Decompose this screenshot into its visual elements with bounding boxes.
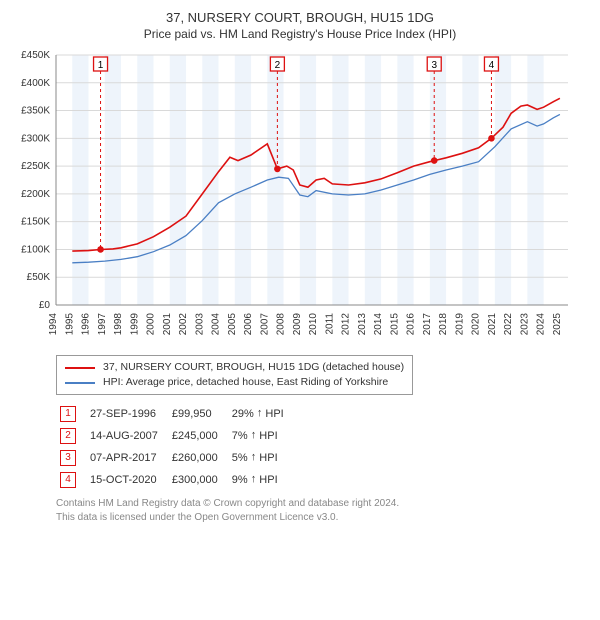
x-tick-label: 2021: [487, 313, 498, 336]
legend-item-hpi: HPI: Average price, detached house, East…: [65, 375, 404, 390]
year-band: [332, 55, 348, 305]
year-band: [300, 55, 316, 305]
year-band: [72, 55, 88, 305]
x-tick-label: 2005: [227, 313, 238, 336]
x-tick-label: 1996: [81, 313, 92, 336]
year-band: [495, 55, 511, 305]
sale-marker-number: 2: [275, 60, 281, 71]
table-row: 3 07-APR-2017£260,0005% ↑ HPI: [56, 447, 294, 469]
x-tick-label: 2025: [552, 313, 563, 336]
x-tick-label: 1994: [48, 313, 59, 336]
sale-delta: 5% ↑ HPI: [228, 447, 294, 469]
legend-label: HPI: Average price, detached house, East…: [103, 375, 388, 390]
sale-marker-number: 1: [98, 60, 104, 71]
year-band: [527, 55, 543, 305]
y-tick-label: £100K: [21, 244, 50, 255]
table-row: 1 27-SEP-1996£99,95029% ↑ HPI: [56, 403, 294, 425]
table-row: 2 14-AUG-2007£245,0007% ↑ HPI: [56, 425, 294, 447]
y-tick-label: £450K: [21, 50, 50, 61]
footer-line: Contains HM Land Registry data © Crown c…: [56, 497, 592, 511]
legend-label: 37, NURSERY COURT, BROUGH, HU15 1DG (det…: [103, 360, 404, 375]
legend: 37, NURSERY COURT, BROUGH, HU15 1DG (det…: [56, 355, 413, 395]
x-tick-label: 2000: [146, 313, 157, 336]
sale-marker-dot: [431, 157, 438, 164]
x-tick-label: 2009: [292, 313, 303, 336]
x-tick-label: 1998: [113, 313, 124, 336]
year-band: [137, 55, 153, 305]
year-band: [430, 55, 446, 305]
y-tick-label: £150K: [21, 217, 50, 228]
price-chart: £0 £50K £100K £150K £200K £250K £300K £350K £400…: [8, 49, 592, 349]
sale-date: 15-OCT-2020: [86, 469, 168, 491]
y-tick-label: £250K: [21, 161, 50, 172]
year-band: [235, 55, 251, 305]
x-tick-label: 2020: [471, 313, 482, 336]
sale-date: 14-AUG-2007: [86, 425, 168, 447]
x-tick-label: 2018: [438, 313, 449, 336]
x-tick-label: 2015: [389, 313, 400, 336]
sale-marker-dot: [488, 135, 495, 142]
x-tick-label: 2017: [422, 313, 433, 336]
x-tick-label: 2001: [162, 313, 173, 336]
legend-item-property: 37, NURSERY COURT, BROUGH, HU15 1DG (det…: [65, 360, 404, 375]
footer-line: This data is licensed under the Open Gov…: [56, 511, 592, 525]
y-tick-label: £300K: [21, 133, 50, 144]
sales-table: 1 27-SEP-1996£99,95029% ↑ HPI 2 14-AUG-2007…: [56, 403, 294, 491]
year-band: [397, 55, 413, 305]
x-tick-label: 2002: [178, 313, 189, 336]
legend-swatch: [65, 367, 95, 369]
y-tick-label: £350K: [21, 106, 50, 117]
y-tick-label: £200K: [21, 189, 50, 200]
year-band: [170, 55, 186, 305]
sale-delta: 9% ↑ HPI: [228, 469, 294, 491]
sale-delta: 29% ↑ HPI: [228, 403, 294, 425]
x-tick-label: 2014: [373, 313, 384, 336]
sale-marker-icon: 4: [60, 472, 76, 488]
x-tick-label: 2006: [243, 313, 254, 336]
x-tick-label: 2008: [276, 313, 287, 336]
x-tick-label: 2003: [194, 313, 205, 336]
x-tick-label: 2016: [406, 313, 417, 336]
sale-marker-icon: 2: [60, 428, 76, 444]
x-tick-label: 2004: [211, 313, 222, 336]
sale-delta: 7% ↑ HPI: [228, 425, 294, 447]
x-tick-label: 1995: [64, 313, 75, 336]
x-tick-label: 2012: [341, 313, 352, 336]
sale-marker-icon: 1: [60, 406, 76, 422]
sale-marker-dot: [274, 166, 281, 173]
x-tick-label: 2019: [454, 313, 465, 336]
y-tick-label: £400K: [21, 78, 50, 89]
x-tick-label: 2023: [519, 313, 530, 336]
x-tick-label: 2010: [308, 313, 319, 336]
year-band: [202, 55, 218, 305]
legend-swatch: [65, 382, 95, 384]
sale-date: 27-SEP-1996: [86, 403, 168, 425]
sale-price: £260,000: [168, 447, 228, 469]
x-tick-label: 1999: [129, 313, 140, 336]
x-tick-label: 2013: [357, 313, 368, 336]
sale-price: £300,000: [168, 469, 228, 491]
sale-marker-dot: [97, 246, 104, 253]
sale-marker-number: 3: [431, 60, 437, 71]
sale-price: £245,000: [168, 425, 228, 447]
x-tick-label: 2022: [503, 313, 514, 336]
footer: Contains HM Land Registry data © Crown c…: [56, 497, 592, 524]
table-row: 4 15-OCT-2020£300,0009% ↑ HPI: [56, 469, 294, 491]
y-tick-label: £50K: [27, 272, 51, 283]
sale-marker-number: 4: [489, 60, 495, 71]
x-tick-label: 2024: [536, 313, 547, 336]
page-title: 37, NURSERY COURT, BROUGH, HU15 1DG: [8, 10, 592, 25]
x-tick-label: 1997: [97, 313, 108, 336]
x-tick-label: 2011: [324, 313, 335, 335]
page-subtitle: Price paid vs. HM Land Registry's House …: [8, 27, 592, 41]
sale-price: £99,950: [168, 403, 228, 425]
chart-svg: £0 £50K £100K £150K £200K £250K £300K £350K £400…: [8, 49, 578, 349]
y-tick-label: £0: [39, 300, 51, 311]
year-band: [462, 55, 478, 305]
x-tick-label: 2007: [259, 313, 270, 336]
sale-date: 07-APR-2017: [86, 447, 168, 469]
sale-marker-icon: 3: [60, 450, 76, 466]
year-band: [105, 55, 121, 305]
